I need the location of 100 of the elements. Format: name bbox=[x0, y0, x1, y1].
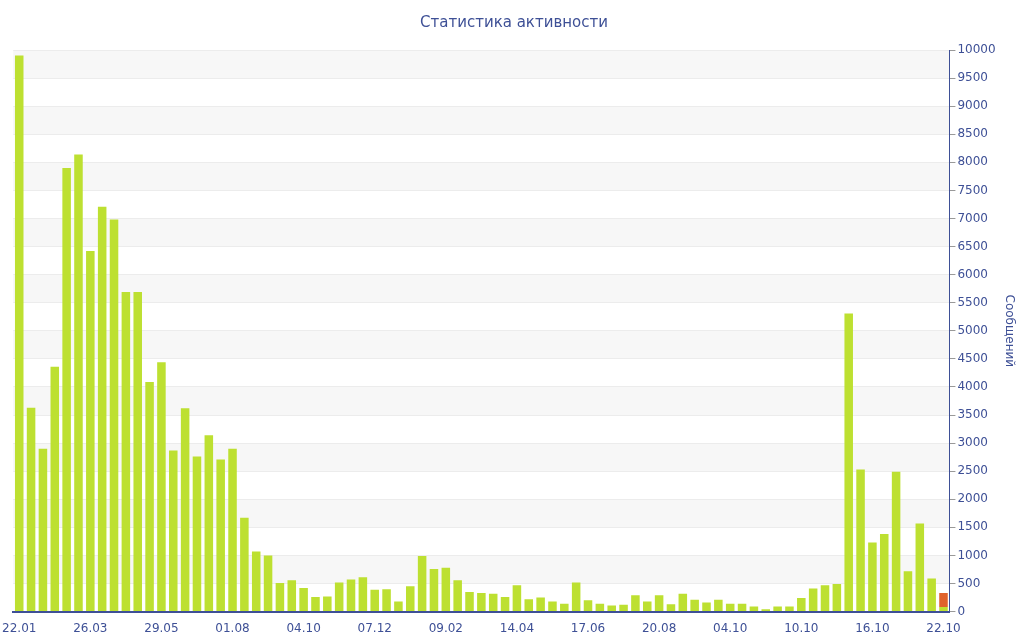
bar bbox=[690, 599, 699, 612]
y-tick-label: 9500 bbox=[957, 70, 988, 85]
x-tick-label: 09.02 bbox=[428, 620, 463, 635]
bar bbox=[773, 606, 782, 612]
bar bbox=[346, 579, 356, 612]
x-tick-label: 10.10 bbox=[784, 620, 819, 635]
bar bbox=[856, 469, 865, 612]
y-tick-label: 4500 bbox=[957, 351, 988, 366]
bar bbox=[169, 450, 178, 612]
bar bbox=[560, 603, 569, 612]
y-tick-label: 8500 bbox=[957, 126, 988, 141]
y-tick-label: 2500 bbox=[957, 463, 988, 478]
x-tick-label: 22.01 bbox=[2, 620, 37, 635]
bar bbox=[619, 604, 628, 612]
bar bbox=[702, 602, 711, 612]
bar bbox=[180, 408, 190, 612]
bar bbox=[939, 607, 948, 612]
bar bbox=[263, 555, 273, 612]
bar bbox=[927, 578, 936, 612]
bar bbox=[334, 582, 344, 612]
bar bbox=[678, 593, 688, 612]
bar bbox=[465, 591, 474, 612]
bar bbox=[666, 604, 676, 612]
x-tick-label: 16.10 bbox=[855, 620, 890, 635]
bar bbox=[323, 596, 332, 612]
bar bbox=[879, 534, 889, 612]
bar bbox=[157, 362, 166, 612]
y-tick-label: 8000 bbox=[957, 154, 988, 169]
bar bbox=[477, 593, 486, 612]
bar bbox=[512, 585, 522, 612]
bar bbox=[121, 292, 131, 612]
bar bbox=[311, 597, 320, 612]
bar bbox=[903, 571, 913, 612]
bar bbox=[429, 568, 439, 612]
bar bbox=[891, 471, 901, 612]
x-tick-label: 14.04 bbox=[499, 620, 535, 635]
bar bbox=[607, 605, 616, 612]
bar bbox=[109, 219, 119, 612]
bar bbox=[500, 597, 510, 612]
bar bbox=[631, 595, 640, 612]
x-tick-label: 22.10 bbox=[926, 620, 961, 635]
bar bbox=[548, 601, 557, 612]
bar bbox=[14, 55, 24, 612]
y-tick-label: 3500 bbox=[957, 407, 988, 422]
bar bbox=[654, 595, 664, 612]
bar bbox=[275, 582, 285, 612]
x-tick-label: 01.08 bbox=[215, 620, 250, 635]
bar bbox=[192, 456, 202, 612]
y-tick-label: 4000 bbox=[957, 379, 988, 394]
y-tick-label: 5500 bbox=[957, 294, 988, 309]
bar bbox=[204, 435, 214, 612]
y-tick-label: 3000 bbox=[957, 435, 988, 450]
bar bbox=[453, 580, 462, 612]
bar bbox=[38, 448, 48, 612]
bar bbox=[74, 154, 83, 612]
y-tick-label: 500 bbox=[957, 575, 981, 590]
y-tick-label: 1000 bbox=[957, 547, 988, 562]
bar bbox=[86, 251, 95, 612]
bar bbox=[441, 567, 451, 612]
bar bbox=[50, 366, 60, 612]
x-tick-label: 26.03 bbox=[73, 620, 108, 635]
y-tick-label: 5000 bbox=[957, 322, 988, 337]
bar bbox=[358, 577, 368, 612]
x-tick-label: 07.12 bbox=[357, 620, 392, 635]
x-tick-label: 17.06 bbox=[570, 620, 606, 635]
bar bbox=[820, 585, 830, 612]
y-tick-label: 2000 bbox=[957, 491, 988, 506]
bar bbox=[488, 593, 498, 612]
y-tick-label: 9000 bbox=[957, 98, 988, 113]
bar bbox=[406, 586, 415, 612]
y-axis-title: Сообщений bbox=[1002, 294, 1017, 368]
x-tick-label: 29.05 bbox=[144, 620, 179, 635]
chart-title: Статистика активности bbox=[420, 12, 608, 31]
bar bbox=[299, 588, 308, 612]
bar bbox=[583, 600, 593, 612]
bar bbox=[832, 584, 842, 612]
bar bbox=[216, 459, 225, 612]
y-tick-label: 0 bbox=[957, 603, 966, 618]
bar bbox=[417, 556, 427, 612]
x-tick-label: 04.10 bbox=[286, 620, 321, 635]
bar bbox=[714, 599, 723, 612]
bar bbox=[97, 206, 107, 612]
bar bbox=[145, 381, 154, 612]
bar bbox=[62, 167, 71, 612]
bar bbox=[785, 606, 794, 612]
bar bbox=[251, 551, 261, 612]
bar bbox=[844, 313, 853, 612]
bar bbox=[133, 292, 142, 612]
y-tick-label: 7000 bbox=[957, 210, 988, 225]
bar bbox=[642, 601, 652, 612]
bar bbox=[370, 589, 379, 612]
y-tick-label: 6500 bbox=[957, 238, 988, 253]
y-tick-label: 7500 bbox=[957, 182, 988, 197]
y-tick-label: 1500 bbox=[957, 519, 988, 534]
bar bbox=[808, 588, 818, 612]
bar bbox=[536, 597, 545, 612]
bar bbox=[287, 580, 297, 612]
bar bbox=[382, 589, 391, 612]
bar bbox=[240, 517, 249, 612]
y-tick-label: 10000 bbox=[957, 42, 996, 57]
